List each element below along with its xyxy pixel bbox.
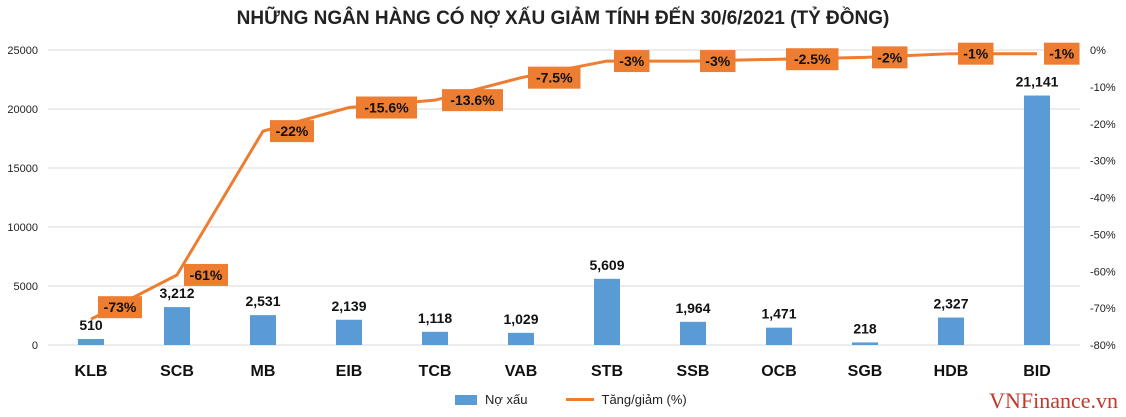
line-label: -3% [619, 53, 644, 69]
bar-label: 218 [853, 320, 877, 336]
y2-tick-label: -40% [1090, 193, 1116, 205]
y-tick-label: 20000 [7, 104, 38, 116]
x-tick-label: SCB [160, 363, 194, 380]
line-label: -1% [1049, 46, 1074, 62]
line-label-box [98, 296, 142, 319]
line-label: -1% [963, 46, 988, 62]
legend-bar-swatch [455, 394, 477, 405]
line-label-box [270, 120, 314, 143]
line-label: -3% [705, 53, 730, 69]
bar [508, 332, 534, 345]
bar-label: 1,118 [418, 310, 452, 326]
line-label-box [614, 50, 650, 73]
line-label-box [442, 89, 503, 112]
line-label: -61% [190, 267, 223, 283]
x-tick-label: BID [1023, 363, 1051, 380]
line-label-box [528, 66, 581, 89]
line-label-box [958, 42, 994, 65]
line-label-box [872, 46, 908, 69]
bar-label: 5,609 [589, 257, 624, 273]
bar [1024, 95, 1050, 346]
y-tick-label: 15000 [7, 163, 38, 175]
bar [766, 327, 792, 345]
y2-tick-label: -50% [1090, 229, 1116, 241]
y2-tick-label: -30% [1090, 156, 1116, 168]
line-label-box [1044, 42, 1080, 65]
watermark: VNFinance.vn [989, 388, 1118, 413]
x-tick-label: SSB [677, 363, 710, 380]
bar [852, 342, 878, 345]
x-tick-label: HDB [934, 363, 969, 380]
bar-label: 3,212 [159, 285, 194, 301]
bar [78, 338, 104, 345]
bar-label: 2,327 [933, 296, 968, 312]
line-label-box [184, 263, 228, 286]
x-tick-label: KLB [75, 363, 108, 380]
bar [680, 321, 706, 345]
bar-label: 21,141 [1016, 74, 1059, 90]
x-tick-label: OCB [761, 363, 797, 380]
line-label: -22% [276, 123, 309, 139]
bar-label: 2,139 [331, 298, 366, 314]
chart-title: NHỮNG NGÂN HÀNG CÓ NỢ XẤU GIẢM TÍNH ĐẾN … [236, 8, 890, 29]
bar-label: 1,964 [675, 300, 710, 316]
y2-tick-label: 0% [1090, 45, 1106, 57]
bar-label: 1,471 [761, 306, 796, 322]
y2-tick-label: -70% [1090, 303, 1116, 315]
line-series [90, 52, 1037, 321]
line-label: -2.5% [794, 51, 831, 67]
bar [250, 315, 276, 345]
bar [164, 307, 190, 345]
bar [336, 319, 362, 345]
x-tick-label: VAB [505, 363, 538, 380]
x-tick-label: EIB [336, 363, 363, 380]
x-tick-label: STB [591, 363, 623, 380]
bar-label: 1,029 [503, 311, 538, 327]
line-label-box [356, 96, 417, 119]
x-tick-label: MB [251, 363, 276, 380]
legend-bar-label: Nợ xấu [485, 392, 528, 407]
bar [938, 317, 964, 345]
line-label: -2% [877, 49, 902, 65]
line-label-box [700, 50, 736, 73]
bar [422, 331, 448, 345]
y-tick-label: 0 [32, 340, 38, 352]
line-label: -73% [104, 299, 137, 315]
line-label: -7.5% [536, 70, 573, 86]
y2-tick-label: -80% [1090, 340, 1116, 352]
y2-tick-label: -10% [1090, 82, 1116, 94]
line-label: -13.6% [450, 92, 495, 108]
y-tick-label: 10000 [7, 222, 38, 234]
y-tick-label: 5000 [14, 281, 38, 293]
bar-label: 510 [79, 317, 103, 333]
line-label-box [786, 48, 839, 71]
legend-line-label: Tăng/giảm (%) [601, 392, 687, 407]
legend: Nợ xấu Tăng/giảm (%) [455, 392, 687, 407]
x-tick-label: SGB [848, 363, 883, 380]
x-tick-label: TCB [419, 363, 452, 380]
legend-line-swatch [565, 398, 594, 401]
y-tick-label: 25000 [7, 45, 38, 57]
y2-tick-label: -20% [1090, 119, 1116, 131]
bar-label: 2,531 [245, 293, 280, 309]
y2-tick-label: -60% [1090, 266, 1116, 278]
line-label: -15.6% [364, 100, 409, 116]
bar [594, 278, 620, 345]
